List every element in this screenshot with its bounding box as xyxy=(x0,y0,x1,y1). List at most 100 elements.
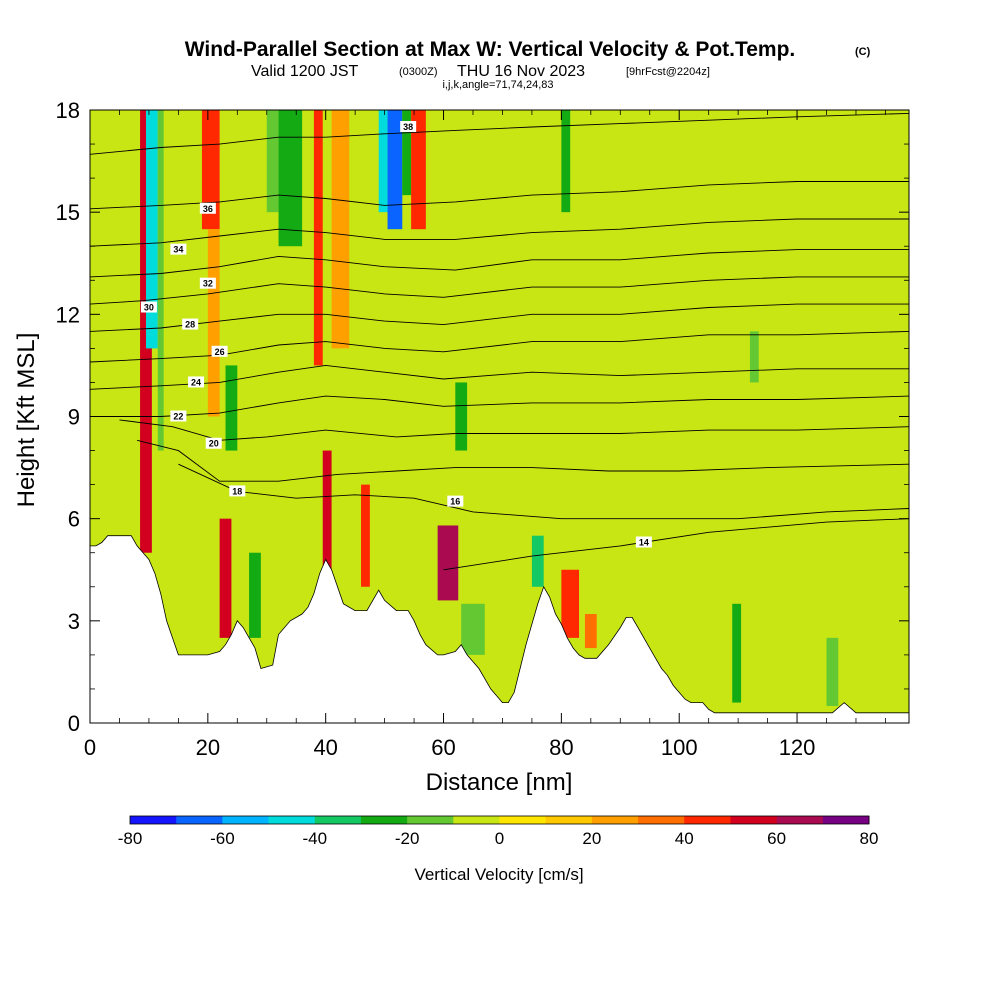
colorbar-tick-label: 0 xyxy=(495,829,504,848)
y-tick-label: 12 xyxy=(56,302,80,327)
velocity-cell xyxy=(387,110,403,230)
valid-prefix: Valid 1200 JST xyxy=(251,63,359,80)
theta-contour-14 xyxy=(443,518,909,571)
colorbar-swatch xyxy=(176,816,223,824)
velocity-cell xyxy=(278,110,303,247)
terrain-mask xyxy=(90,535,909,723)
x-tick-label: 0 xyxy=(84,735,96,760)
velocity-cell xyxy=(561,569,580,638)
chart-title-tag: (C) xyxy=(855,46,871,58)
velocity-cell xyxy=(219,518,232,638)
colorbar-tick-label: 80 xyxy=(860,829,879,848)
theta-contour-26 xyxy=(90,330,909,363)
theta-contour-34 xyxy=(90,218,909,247)
theta-contour-28 xyxy=(90,303,909,332)
colorbar-tick-label: 40 xyxy=(675,829,694,848)
y-tick-label: 18 xyxy=(56,98,80,123)
colorbar-tick-label: 20 xyxy=(582,829,601,848)
theta-label-34: 34 xyxy=(173,245,183,255)
theta-label-38: 38 xyxy=(403,122,413,132)
colorbar-swatch xyxy=(591,816,639,824)
colorbar-swatch xyxy=(222,816,270,824)
theta-contour-18 xyxy=(136,439,909,482)
x-axis: 0 20 40 60 80 100 120 xyxy=(84,110,886,760)
theta-label-bg xyxy=(170,410,187,422)
theta-contour-32 xyxy=(90,249,909,278)
velocity-cell xyxy=(378,110,388,213)
velocity-cell xyxy=(531,535,544,587)
velocity-cell xyxy=(461,603,485,655)
theta-label-bg xyxy=(211,345,228,357)
theta-label-26: 26 xyxy=(215,347,225,357)
velocity-cell xyxy=(157,110,164,451)
colorbar-swatch xyxy=(822,816,870,824)
theta-label-bg xyxy=(170,243,187,255)
y-tick-label: 15 xyxy=(56,200,80,225)
colorbar-swatch xyxy=(776,816,824,824)
colorbar-swatch xyxy=(407,816,454,824)
colorbar-swatch xyxy=(314,816,362,824)
theta-label-bg xyxy=(400,121,417,133)
theta-label-32: 32 xyxy=(203,279,213,289)
theta-contour-24 xyxy=(90,364,909,390)
y-tick-label: 9 xyxy=(68,405,80,430)
velocity-cell xyxy=(322,450,332,570)
x-tick-label: 100 xyxy=(661,735,698,760)
colorbar-swatch xyxy=(130,816,177,824)
colorbar-swatch xyxy=(360,816,408,824)
velocity-field xyxy=(140,110,839,706)
velocity-cell xyxy=(826,637,839,706)
valid-utc: (0300Z) xyxy=(399,66,438,78)
velocity-cell xyxy=(145,110,158,349)
theta-label-14: 14 xyxy=(639,538,649,548)
theta-label-bg xyxy=(635,536,652,548)
colorbar-tick-label: 60 xyxy=(767,829,786,848)
x-axis-title: Distance [nm] xyxy=(426,769,573,796)
y-tick-label: 6 xyxy=(68,507,80,532)
y-axis-title: Height [Kft MSL] xyxy=(13,333,40,508)
colorbar-swatch xyxy=(453,816,500,824)
theta-label-20: 20 xyxy=(209,439,219,449)
theta-label-28: 28 xyxy=(185,320,195,330)
velocity-cell xyxy=(561,110,571,213)
theta-contour-labels: 14 16 18 20 22 24 26 28 30 32 34 36 38 xyxy=(140,121,652,548)
colorbar-swatch xyxy=(684,816,731,824)
forecast-label: [9hrFcst@2204z] xyxy=(626,66,710,78)
theta-label-16: 16 xyxy=(450,497,460,507)
theta-label-bg xyxy=(182,318,199,330)
colorbar-title: Vertical Velocity [cm/s] xyxy=(414,865,583,884)
plot-area: 14 16 18 20 22 24 26 28 30 32 34 36 38 xyxy=(90,110,909,723)
colorbar-swatch xyxy=(499,816,547,824)
theta-contour-36 xyxy=(90,181,909,210)
theta-contour-16 xyxy=(178,463,909,520)
theta-label-30: 30 xyxy=(144,303,154,313)
velocity-cell xyxy=(584,614,597,649)
colorbar-swatch xyxy=(638,816,685,824)
colorbar-tick-label: -20 xyxy=(395,829,420,848)
velocity-cell xyxy=(437,525,459,601)
chart-title: Wind-Parallel Section at Max W: Vertical… xyxy=(185,38,796,61)
velocity-cell xyxy=(732,603,742,703)
colorbar-tick-label: -60 xyxy=(210,829,235,848)
velocity-cell xyxy=(225,365,238,451)
theta-label-bg xyxy=(447,495,464,507)
x-tick-label: 40 xyxy=(313,735,337,760)
velocity-cell xyxy=(313,110,323,366)
theta-label-36: 36 xyxy=(203,204,213,214)
velocity-cell xyxy=(266,110,279,213)
indices-label: i,j,k,angle=71,74,24,83 xyxy=(442,79,553,91)
velocity-cell xyxy=(411,110,426,230)
colorbar-swatch xyxy=(545,816,593,824)
valid-date: THU 16 Nov 2023 xyxy=(457,63,585,80)
theta-contour-38 xyxy=(90,112,909,155)
velocity-cell xyxy=(249,552,261,638)
theta-label-18: 18 xyxy=(232,486,242,496)
theta-label-bg xyxy=(188,376,205,388)
colorbar-tick-label: -80 xyxy=(118,829,143,848)
y-tick-label: 0 xyxy=(68,711,80,736)
velocity-cell xyxy=(361,484,370,587)
x-tick-label: 80 xyxy=(549,735,573,760)
y-tick-label: 3 xyxy=(68,609,80,634)
theta-label-bg xyxy=(140,301,157,313)
